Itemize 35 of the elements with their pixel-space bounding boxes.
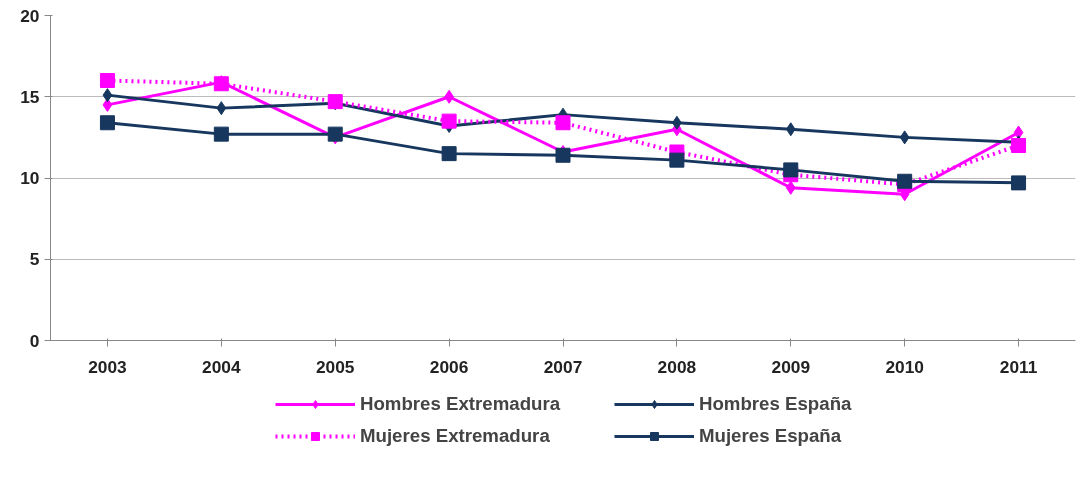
legend-label: Hombres Extremadura <box>360 393 562 415</box>
point <box>785 180 796 195</box>
point <box>555 147 571 163</box>
point <box>99 115 115 131</box>
point <box>785 122 796 137</box>
legend-label: Mujeres España <box>699 425 843 447</box>
x-tick-label: 2009 <box>771 356 811 377</box>
y-tick-label: 20 <box>20 5 40 26</box>
point <box>783 162 799 178</box>
x-tick-label: 2008 <box>657 356 697 377</box>
point <box>102 88 113 103</box>
x-tick-label: 2010 <box>885 356 924 377</box>
x-tick-label: 2004 <box>202 356 241 377</box>
point <box>99 73 115 88</box>
point <box>213 126 229 142</box>
y-tick-label: 0 <box>29 330 40 351</box>
point <box>1011 175 1027 191</box>
point <box>899 130 910 145</box>
point <box>897 173 913 189</box>
y-tick-label: 5 <box>29 249 40 270</box>
x-tick-label: 2003 <box>88 356 128 377</box>
x-tick-label: 2011 <box>999 356 1038 377</box>
x-tick-label: 2005 <box>315 356 355 377</box>
point <box>555 115 571 131</box>
legend-label: Mujeres Extremadura <box>360 425 551 447</box>
x-tick-label: 2007 <box>543 356 583 377</box>
point <box>669 152 685 168</box>
x-tick-label: 2006 <box>429 356 469 377</box>
point <box>216 101 227 116</box>
point <box>441 113 457 129</box>
y-tick-label: 10 <box>20 168 40 188</box>
point <box>441 146 457 162</box>
point <box>327 126 343 142</box>
y-tick-label: 15 <box>20 86 40 107</box>
legend-label: Hombres España <box>699 393 853 415</box>
